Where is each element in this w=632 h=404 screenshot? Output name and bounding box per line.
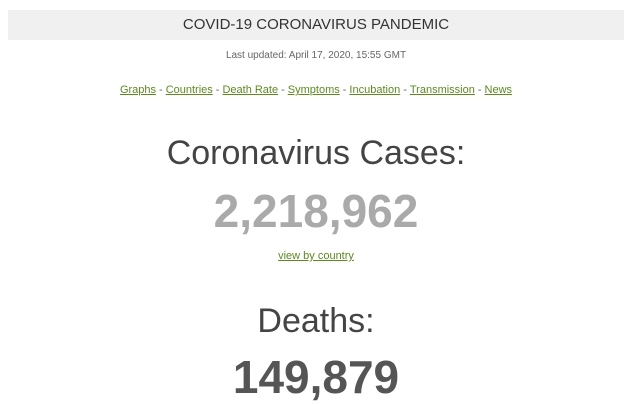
view-link[interactable]: view by country — [278, 250, 354, 262]
separator: - — [403, 84, 407, 96]
separator: - — [477, 84, 482, 96]
nav-link[interactable]: Countries — [165, 84, 213, 96]
separator: - — [342, 84, 347, 96]
title-bar: COVID-19 CORONAVIRUS PANDEMIC — [8, 10, 624, 40]
cases-value: 2,218,962 — [213, 185, 419, 237]
separator: - — [215, 84, 220, 96]
nav-link[interactable]: Incubation — [349, 84, 401, 96]
nav: Graphs - Countries - Death Rate - Symptoms - Inc… — [0, 84, 632, 96]
nav-link[interactable]: Graphs — [119, 84, 157, 96]
nav-link[interactable]: Death Rate — [222, 84, 279, 96]
cases-label: Coronavirus Cases: — [166, 134, 466, 172]
deaths-label: Deaths: — [257, 302, 375, 340]
nav-link[interactable]: Symptoms — [287, 84, 340, 96]
separator: - — [159, 84, 163, 96]
last-updated: Last updated: April 17, 2020, 15:55 GMT — [225, 50, 407, 61]
nav-link[interactable]: Transmission — [409, 84, 475, 96]
separator: - — [281, 84, 285, 96]
deaths-value: 149,879 — [232, 351, 400, 403]
nav-link[interactable]: News — [484, 84, 513, 96]
